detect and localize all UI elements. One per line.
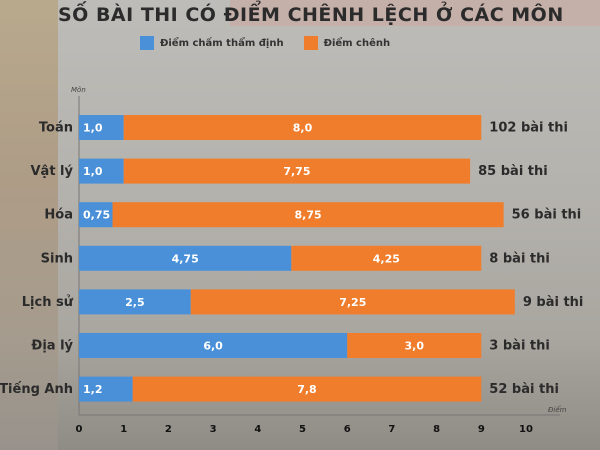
count-annotation: 102 bài thi bbox=[489, 121, 568, 136]
bar-segment-diem-chenh bbox=[123, 158, 471, 184]
data-label: 4,25 bbox=[373, 252, 400, 265]
count-annotation: 52 bài thi bbox=[489, 382, 559, 397]
legend-swatch-orange bbox=[303, 36, 318, 50]
data-label: 2,5 bbox=[125, 296, 145, 309]
x-tick-label: 4 bbox=[254, 424, 261, 435]
category-label: Toán bbox=[39, 121, 73, 136]
x-tick-label: 1 bbox=[120, 424, 127, 435]
legend: Điểm chấm thẩm định Điểm chênh bbox=[140, 36, 390, 50]
count-annotation: 56 bài thi bbox=[512, 208, 582, 223]
count-annotation: 3 bài thi bbox=[489, 339, 550, 354]
category-label: Tiếng Anh bbox=[0, 382, 73, 397]
x-tick-label: 0 bbox=[76, 424, 83, 435]
bar-segment-tham-dinh bbox=[79, 376, 133, 402]
x-tick-label: 9 bbox=[478, 424, 485, 435]
bar-segment-diem-chenh bbox=[123, 115, 482, 140]
data-label: 6,0 bbox=[203, 340, 223, 353]
count-annotation: 85 bài thi bbox=[478, 164, 548, 179]
legend-item-diem-chenh: Điểm chênh bbox=[303, 36, 391, 50]
x-tick-label: 5 bbox=[299, 424, 306, 435]
category-label: Hóa bbox=[44, 208, 73, 223]
bar-segment-diem-chenh bbox=[291, 245, 482, 271]
bar-segment-tham-dinh bbox=[79, 245, 292, 271]
data-label: 4,75 bbox=[172, 252, 199, 265]
bar-segment-diem-chenh bbox=[132, 376, 482, 402]
category-label: Sinh bbox=[41, 251, 73, 266]
bar-segment-tham-dinh bbox=[79, 289, 191, 315]
x-tick-label: 2 bbox=[165, 424, 172, 435]
data-label: 7,75 bbox=[283, 165, 310, 178]
x-tick-label: 8 bbox=[433, 424, 440, 435]
x-tick-label: 6 bbox=[344, 424, 351, 435]
bar-segment-tham-dinh bbox=[79, 158, 124, 184]
data-label: 3,0 bbox=[405, 340, 425, 353]
bar-segment-tham-dinh bbox=[79, 115, 124, 140]
category-label: Lịch sử bbox=[22, 295, 74, 310]
background-banner bbox=[230, 0, 600, 26]
data-label: 8,75 bbox=[295, 209, 322, 222]
x-tick-label: 7 bbox=[388, 424, 395, 435]
y-axis-label: Môn bbox=[71, 86, 86, 94]
data-label: 7,8 bbox=[297, 383, 317, 396]
background-photo-strip bbox=[0, 0, 58, 450]
category-label: Địa lý bbox=[31, 339, 73, 354]
bar-segment-tham-dinh bbox=[79, 202, 113, 228]
data-label: 8,0 bbox=[293, 122, 313, 135]
x-tick-label: 3 bbox=[210, 424, 217, 435]
legend-item-tham-dinh: Điểm chấm thẩm định bbox=[140, 36, 284, 50]
data-label: 1,2 bbox=[83, 383, 103, 396]
chart-title: SỐ BÀI THI CÓ ĐIỂM CHÊNH LỆCH Ở CÁC MÔN bbox=[58, 4, 564, 26]
x-tick-label: 10 bbox=[519, 424, 533, 435]
legend-swatch-blue bbox=[140, 36, 154, 50]
count-annotation: 8 bài thi bbox=[489, 251, 550, 266]
data-label: 1,0 bbox=[83, 122, 103, 135]
data-label: 0,75 bbox=[83, 209, 110, 222]
category-label: Vật lý bbox=[30, 164, 73, 179]
count-annotation: 9 bài thi bbox=[523, 295, 584, 310]
bar-segment-diem-chenh bbox=[190, 289, 515, 315]
x-axis-label: Điểm bbox=[548, 405, 567, 414]
bar-segment-tham-dinh bbox=[79, 333, 348, 358]
legend-label: Điểm chênh bbox=[323, 37, 391, 49]
data-label: 1,0 bbox=[83, 165, 103, 178]
bar-segment-diem-chenh bbox=[347, 333, 482, 358]
data-label: 7,25 bbox=[339, 296, 366, 309]
legend-label: Điểm chấm thẩm định bbox=[160, 37, 284, 49]
bar-segment-diem-chenh bbox=[112, 202, 504, 228]
